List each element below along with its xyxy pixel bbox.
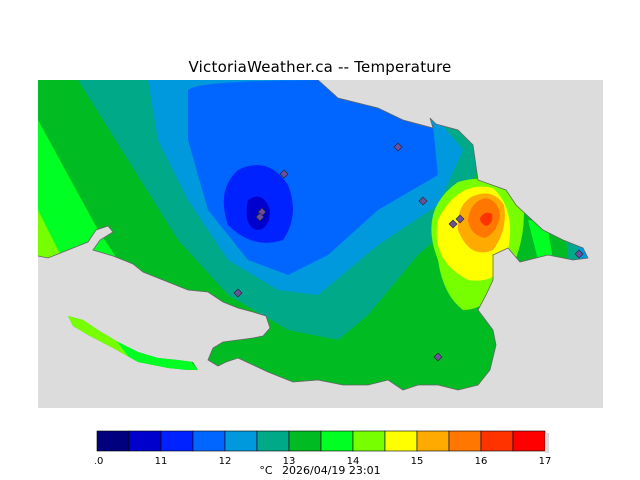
station-marker[interactable] [279,169,289,179]
legend-swatch [160,430,194,452]
legend-tick-label: 13 [283,456,296,467]
map-title: VictoriaWeather.ca -- Temperature [188,58,452,76]
station-marker[interactable] [455,214,465,224]
station-marker[interactable] [393,142,403,152]
legend-swatch [512,430,546,452]
station-marker[interactable] [418,196,428,206]
legend-swatch [448,430,482,452]
legend-swatch [480,430,514,452]
legend-swatch [128,430,162,452]
legend-tick-label: 16 [475,456,488,467]
legend-swatch [416,430,450,452]
coastline [38,80,589,391]
legend-swatch [384,430,418,452]
station-markers [233,142,584,362]
station-marker[interactable] [233,288,243,298]
legend-tick-label: 14 [347,456,360,467]
legend-swatch [320,430,354,452]
legend-swatch [224,430,258,452]
legend-caption: °C 2026/04/19 23:01 [0,464,640,477]
color-legend: 10 11 12 13 14 15 16 17 [95,430,551,467]
station-marker[interactable] [574,249,584,259]
legend-tick-label: 12 [219,456,232,467]
station-marker[interactable] [448,219,458,229]
temperature-map [38,80,603,408]
legend-unit: °C [259,464,273,477]
map-timestamp: 2026/04/19 23:01 [282,464,381,477]
legend-swatch [256,430,290,452]
legend-swatch [192,430,226,452]
station-marker[interactable] [255,212,265,222]
legend-tick-label: 10 [95,456,103,467]
legend-tick-label: 17 [539,456,551,467]
legend-swatch [352,430,386,452]
station-marker[interactable] [433,352,443,362]
legend-swatch [288,430,322,452]
legend-tick-label: 15 [411,456,424,467]
legend-shadow [545,433,549,453]
legend-swatch [96,430,130,452]
legend-tick-label: 11 [155,456,168,467]
